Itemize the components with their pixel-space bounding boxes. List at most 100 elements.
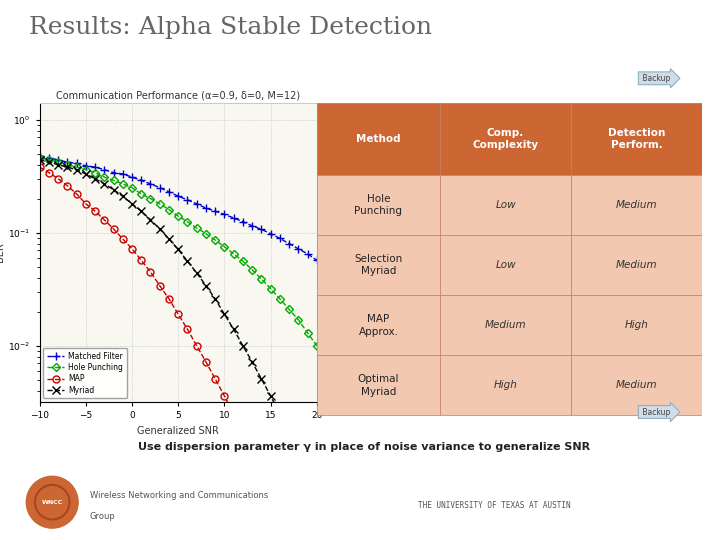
Text: High: High [494, 380, 518, 390]
Matched Filter [91, 164, 99, 170]
Text: THE UNIVERSITY OF TEXAS AT AUSTIN: THE UNIVERSITY OF TEXAS AT AUSTIN [418, 502, 570, 510]
Text: Results: Alpha Stable Detection: Results: Alpha Stable Detection [29, 16, 432, 39]
Hole Punching [192, 225, 201, 231]
MAP [54, 176, 63, 182]
Matched Filter [229, 215, 238, 221]
X-axis label: Generalized SNR: Generalized SNR [138, 426, 219, 436]
Myriad [183, 258, 192, 265]
Matched Filter [303, 251, 312, 257]
FancyBboxPatch shape [571, 295, 702, 355]
Text: Medium: Medium [616, 200, 657, 210]
MAP [257, 465, 266, 471]
Myriad [146, 217, 155, 223]
Hole Punching [81, 166, 90, 173]
Text: Optimal
Myriad: Optimal Myriad [358, 374, 399, 396]
FancyBboxPatch shape [440, 103, 571, 176]
Matched Filter [174, 193, 183, 199]
MAP [81, 200, 90, 207]
Text: Selection
Myriad: Selection Myriad [354, 254, 402, 276]
FancyBboxPatch shape [317, 176, 440, 235]
MAP [127, 246, 136, 252]
Matched Filter [183, 197, 192, 203]
MAP [276, 502, 284, 508]
FancyBboxPatch shape [571, 235, 702, 295]
MAP [35, 164, 44, 170]
MAP [109, 226, 118, 232]
Y-axis label: BER: BER [0, 242, 6, 262]
Text: 11: 11 [9, 77, 22, 87]
Hole Punching [91, 170, 99, 176]
Text: Backup: Backup [640, 408, 673, 416]
MAP [156, 282, 164, 289]
Hole Punching [156, 200, 164, 207]
FancyBboxPatch shape [440, 295, 571, 355]
Text: Medium: Medium [485, 320, 526, 330]
MAP [72, 191, 81, 197]
Myriad [248, 359, 256, 365]
Hole Punching [165, 206, 174, 213]
MAP [165, 295, 174, 302]
Matched Filter [248, 222, 256, 229]
Myriad [303, 465, 312, 472]
Hole Punching [238, 258, 247, 265]
Matched Filter [285, 240, 294, 247]
Matched Filter [35, 152, 44, 159]
Matched Filter [294, 246, 302, 252]
MAP [118, 235, 127, 242]
Matched Filter [238, 219, 247, 225]
Matched Filter [54, 157, 63, 163]
Hole Punching [211, 237, 220, 244]
Matched Filter [137, 177, 145, 184]
Hole Punching [174, 213, 183, 219]
Hole Punching [146, 195, 155, 202]
Myriad [202, 282, 210, 289]
Hole Punching [303, 329, 312, 336]
FancyBboxPatch shape [440, 355, 571, 415]
Matched Filter [257, 226, 266, 233]
Myriad [156, 226, 164, 232]
Hole Punching [109, 177, 118, 184]
Hole Punching [285, 306, 294, 313]
Text: Hole
Punching: Hole Punching [354, 194, 402, 217]
Text: WNCC: WNCC [42, 500, 63, 505]
MAP [183, 326, 192, 333]
Text: Medium: Medium [616, 260, 657, 271]
Matched Filter [312, 257, 321, 264]
Hole Punching [100, 174, 109, 180]
Matched Filter [220, 211, 229, 218]
Myriad [192, 270, 201, 276]
Hole Punching [118, 181, 127, 187]
FancyBboxPatch shape [571, 355, 702, 415]
Hole Punching [137, 191, 145, 197]
Hole Punching [276, 295, 284, 302]
Hole Punching [266, 285, 275, 292]
Myriad [165, 235, 174, 242]
Matched Filter [109, 170, 118, 176]
Matched Filter [276, 235, 284, 241]
Hole Punching [202, 231, 210, 237]
FancyBboxPatch shape [317, 103, 440, 176]
Matched Filter [63, 159, 72, 165]
FancyBboxPatch shape [317, 295, 440, 355]
Myriad [285, 429, 294, 436]
Myriad [109, 186, 118, 193]
Hole Punching [183, 219, 192, 225]
Myriad [118, 193, 127, 199]
Text: Medium: Medium [616, 380, 657, 390]
MAP [285, 522, 294, 528]
Line: MAP: MAP [36, 164, 320, 540]
Myriad [211, 295, 220, 302]
Myriad [72, 166, 81, 173]
Hole Punching [248, 267, 256, 273]
MAP [91, 208, 99, 214]
Myriad [100, 181, 109, 187]
MAP [202, 359, 210, 365]
Myriad [127, 200, 136, 207]
MAP [211, 376, 220, 382]
MAP [266, 483, 275, 490]
MAP [137, 257, 145, 264]
MAP [174, 311, 183, 318]
Text: Comp.
Complexity: Comp. Complexity [472, 128, 539, 150]
Myriad [294, 447, 302, 453]
Myriad [312, 484, 321, 490]
